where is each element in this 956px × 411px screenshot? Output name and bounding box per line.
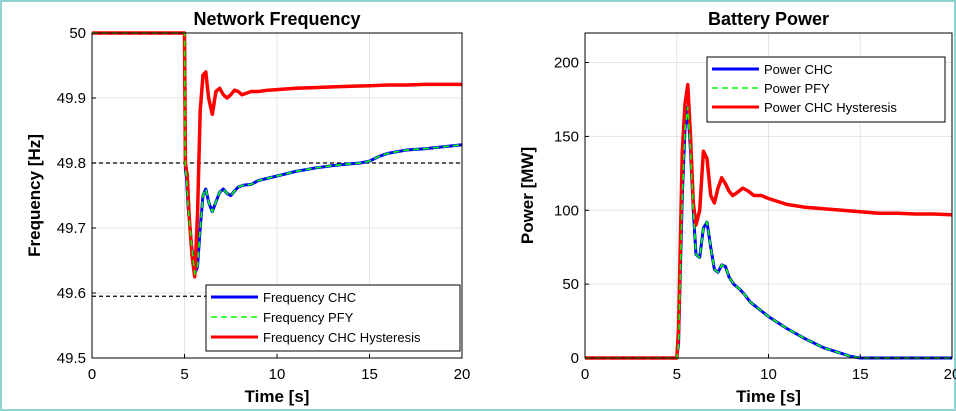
x-tick-label: 10 xyxy=(269,366,286,383)
legend-label-2: Power PFY xyxy=(764,81,830,96)
y-tick-label: 0 xyxy=(571,350,579,367)
x-tick-label: 5 xyxy=(673,366,681,383)
y-tick-label: 200 xyxy=(554,55,579,72)
legend-label-3: Frequency CHC Hysteresis xyxy=(263,330,421,345)
x-tick-label: 15 xyxy=(361,366,378,383)
x-tick-label: 20 xyxy=(944,366,956,383)
y-tick-label: 49.8 xyxy=(57,155,86,172)
y-tick-label: 50 xyxy=(69,25,86,42)
series-line-3 xyxy=(585,82,953,360)
axes-box xyxy=(91,32,463,359)
legend: Frequency CHC Frequency PFY Frequency CHC … xyxy=(205,284,461,352)
axes-box xyxy=(584,32,953,359)
chart-title: Network Frequency xyxy=(193,9,360,29)
legend: Power CHC Power PFY Power CHC Hysteresis xyxy=(706,56,946,123)
y-tick-label: 49.7 xyxy=(57,220,86,237)
chart-1: 0 5 10 15 20 49.5 49.6 49.7 49.8 49.9 50 Network Fr… xyxy=(25,9,470,406)
y-tick-label: 49.5 xyxy=(57,350,86,367)
legend-label-1: Power CHC xyxy=(764,62,833,77)
y-tick-label: 49.6 xyxy=(57,285,86,302)
x-axis-label: Time [s] xyxy=(245,387,310,406)
x-axis-label: Time [s] xyxy=(736,387,801,406)
series-line-2-overlay xyxy=(585,106,952,359)
x-tick-label: 5 xyxy=(180,366,188,383)
legend-label-2: Frequency PFY xyxy=(263,310,354,325)
chart-title: Battery Power xyxy=(708,9,829,29)
y-tick-label: 100 xyxy=(554,202,579,219)
x-tick-label: 15 xyxy=(852,366,869,383)
x-tick-label: 20 xyxy=(454,366,471,383)
x-tick-label: 0 xyxy=(581,366,589,383)
y-tick-label: 49.9 xyxy=(57,90,86,107)
y-tick-label: 50 xyxy=(562,276,579,293)
x-tick-label: 0 xyxy=(88,366,96,383)
y-axis-label: Power [MW] xyxy=(518,147,537,244)
x-tick-label: 10 xyxy=(760,366,777,383)
y-tick-label: 150 xyxy=(554,128,579,145)
legend-label-1: Frequency CHC xyxy=(263,290,356,305)
legend-label-3: Power CHC Hysteresis xyxy=(764,100,897,115)
series-line-2-overlay xyxy=(92,32,463,277)
y-axis-label: Frequency [Hz] xyxy=(25,134,44,257)
